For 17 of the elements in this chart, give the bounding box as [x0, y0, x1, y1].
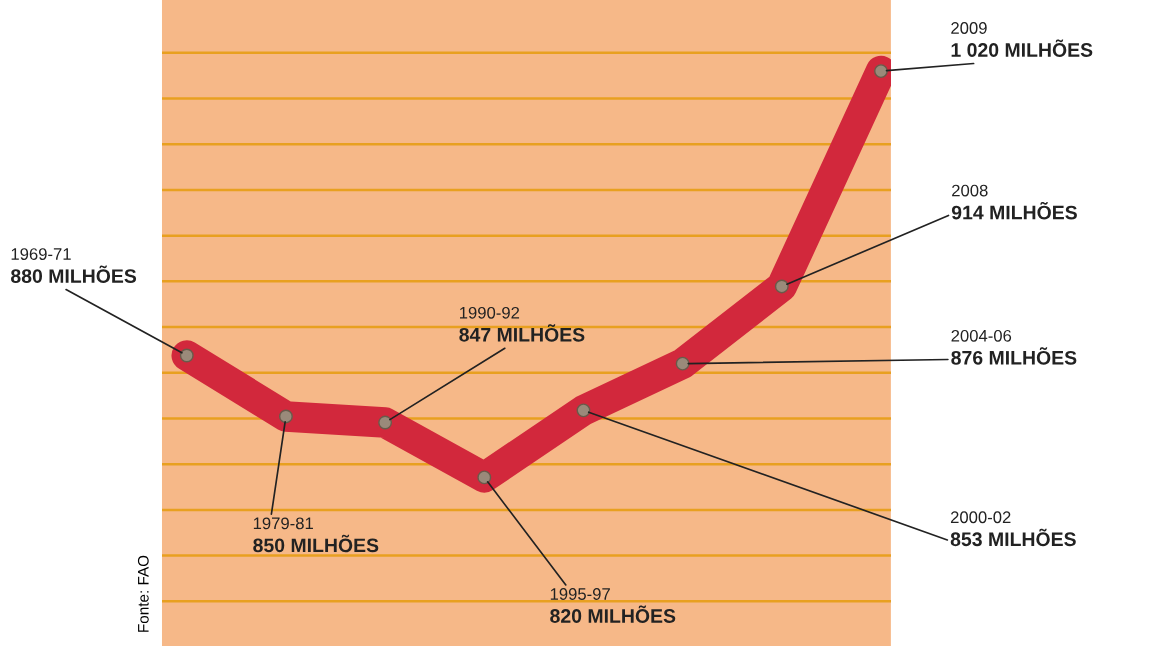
text: 2004-06	[951, 329, 1012, 342]
annotation: 1995-97	[550, 588, 610, 600]
source-note: Fonte: FAO	[137, 555, 149, 632]
text: 2009	[951, 22, 987, 34]
data-label: 847 MILHÕES	[459, 324, 585, 342]
annotation: 1979-81	[253, 517, 313, 530]
data-label: 1 020 MILHÕES	[951, 39, 1093, 57]
data-label: 880 MILHÕES	[11, 265, 137, 283]
data-label: 850 MILHÕES	[253, 534, 379, 553]
text: 2008	[952, 184, 988, 197]
text: 1969-71	[11, 248, 71, 260]
annotation: 1990-92	[460, 306, 520, 319]
data-label: 876 MILHÕES	[951, 347, 1077, 365]
data-label: 853 MILHÕES	[950, 528, 1076, 547]
text: 2000-02	[950, 511, 1011, 524]
data-label: 914 MILHÕES	[951, 201, 1077, 220]
data-label: 820 MILHÕES	[550, 605, 676, 623]
